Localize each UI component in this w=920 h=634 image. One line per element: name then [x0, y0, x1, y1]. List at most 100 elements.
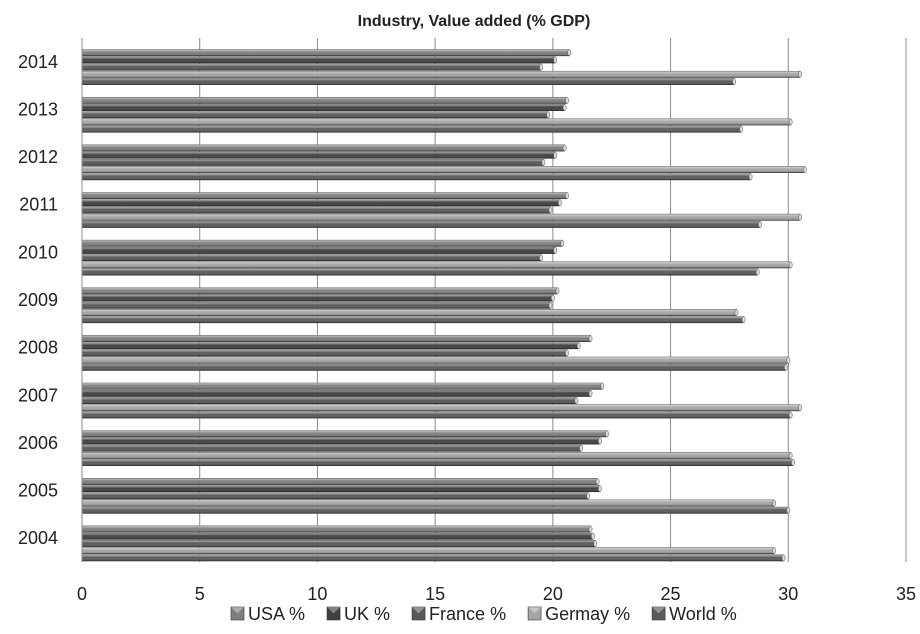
- bar-shade: [82, 459, 793, 466]
- bar-group: [81, 547, 777, 555]
- bar-shade: [82, 383, 603, 390]
- bar-shade: [82, 499, 775, 507]
- y-tick-label: 2014: [18, 52, 58, 72]
- bar-shade: [82, 437, 600, 445]
- bar-end: [798, 213, 802, 221]
- bar-shade: [82, 411, 791, 419]
- bar-group: [81, 49, 572, 57]
- chart-title: Industry, Value added (% GDP): [358, 13, 591, 30]
- bar-group: [81, 389, 593, 397]
- bar-end: [732, 78, 736, 85]
- bar-group: [81, 478, 600, 485]
- bar-group: [81, 540, 598, 547]
- bar-end: [788, 411, 793, 419]
- bar-end: [579, 444, 583, 452]
- bar-end: [574, 397, 579, 404]
- bar-shade: [82, 268, 758, 276]
- bar-shade: [82, 364, 786, 371]
- bar-end: [798, 404, 802, 412]
- bar-end: [791, 459, 795, 466]
- bar-group: [81, 363, 788, 371]
- y-tick-label: 2013: [18, 99, 58, 119]
- legend-swatch: [326, 606, 341, 621]
- legend-swatch: [527, 606, 542, 621]
- x-tick-label: 25: [661, 584, 681, 604]
- bar-shade: [82, 452, 791, 459]
- bar-end: [565, 192, 569, 199]
- bar-shade: [82, 214, 801, 221]
- bar-end: [539, 254, 543, 262]
- bar-shade: [82, 166, 805, 173]
- bar-end: [588, 335, 593, 342]
- bar-shade: [82, 240, 563, 247]
- bar-shade: [82, 478, 598, 485]
- bar-end: [576, 342, 581, 350]
- bar-group: [81, 411, 793, 419]
- bar-end: [739, 125, 744, 133]
- bar-group: [81, 382, 605, 390]
- bar-end: [586, 492, 591, 500]
- bar-shade: [82, 397, 577, 404]
- legend-swatch-shade: [231, 607, 244, 614]
- bar-end: [598, 485, 602, 493]
- bar-shade: [82, 118, 791, 126]
- legend-label: World %: [669, 604, 737, 624]
- bar-group: [81, 199, 562, 207]
- bar-group: [81, 78, 736, 85]
- bar-shade: [82, 221, 761, 228]
- bar-group: [81, 268, 760, 276]
- bar-group: [81, 430, 609, 438]
- bar-shade: [82, 335, 591, 342]
- bar-shade: [82, 78, 735, 85]
- bar-shade: [82, 111, 549, 118]
- bar-end: [553, 151, 558, 159]
- bar-group: [81, 397, 579, 404]
- bar-end: [788, 452, 793, 459]
- bar-shade: [82, 445, 582, 452]
- bar-shade: [82, 261, 791, 268]
- legend-swatch: [411, 606, 426, 621]
- bar-shade: [82, 507, 789, 514]
- bar-end: [788, 118, 793, 126]
- bar-end: [758, 221, 762, 228]
- bar-shade: [82, 390, 591, 397]
- bar-shade: [82, 199, 560, 206]
- bar-group: [81, 349, 569, 357]
- bar-end: [565, 97, 569, 104]
- bar-group: [81, 506, 791, 514]
- bar-group: [81, 173, 753, 181]
- bar-group: [81, 356, 791, 364]
- bar-group: [81, 492, 591, 500]
- x-tick-label: 20: [543, 584, 563, 604]
- bar-end: [558, 199, 562, 207]
- bar-end: [553, 247, 558, 254]
- axes: 0 5 10 15 20 25 30 35 2004 2005 2006 2007 2008 2009 20…: [18, 38, 916, 604]
- bar-group: [81, 206, 553, 214]
- legend-swatch-box: [230, 606, 245, 621]
- bar-end: [555, 287, 560, 295]
- bar-shade: [82, 349, 567, 357]
- legend-swatch-box: [527, 606, 542, 621]
- bar-end: [772, 499, 777, 507]
- bar-shade: [82, 152, 556, 159]
- bar-group: [81, 125, 744, 133]
- legend-swatch-box: [326, 606, 341, 621]
- bar-end: [539, 63, 543, 71]
- bar-shade: [82, 485, 600, 492]
- x-tick-label: 35: [896, 584, 916, 604]
- bar-end: [562, 144, 567, 152]
- bar-shade: [82, 533, 593, 540]
- bar-group: [81, 485, 602, 493]
- bar-end: [605, 430, 609, 438]
- y-tick-label: 2012: [18, 147, 58, 167]
- bar-group: [81, 151, 558, 159]
- bar-shade: [82, 547, 775, 554]
- bar-group: [81, 144, 567, 152]
- bar-end: [798, 70, 802, 78]
- legend-swatch-box: [411, 606, 426, 621]
- bar-shade: [82, 64, 542, 71]
- bar-group: [81, 70, 802, 78]
- bar-group: [81, 437, 602, 445]
- bar-end: [562, 104, 567, 111]
- bar-shade: [82, 554, 784, 561]
